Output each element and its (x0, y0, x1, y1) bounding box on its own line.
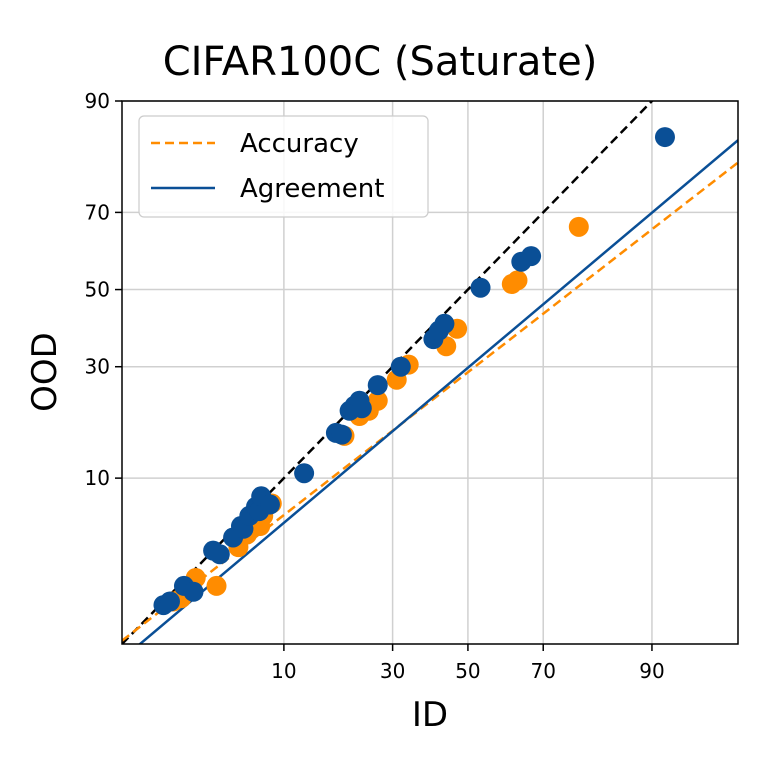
agreement-point (183, 581, 204, 602)
x-axis-label: ID (412, 695, 448, 735)
chart-title: CIFAR100C (Saturate) (163, 39, 598, 85)
agreement-point (470, 277, 491, 298)
agreement-point (390, 356, 411, 377)
x-tick-label: 70 (530, 659, 555, 683)
y-tick-label: 50 (85, 278, 110, 302)
plot-frame (121, 100, 739, 645)
x-tick-label: 90 (639, 659, 664, 683)
y-tick-label: 70 (85, 200, 110, 224)
accuracy-point (507, 270, 528, 291)
accuracy-point (568, 216, 589, 237)
agreement-point (434, 313, 455, 334)
legend-box (138, 115, 429, 218)
legend: Accuracy Agreement (138, 115, 429, 218)
agreement-point (159, 591, 180, 612)
legend-accuracy-label: Accuracy (240, 129, 359, 159)
agreement-point (259, 494, 280, 515)
agreement-point (331, 424, 352, 445)
legend-agreement-label: Agreement (240, 174, 384, 204)
agreement-point (294, 463, 315, 484)
y-tick-label: 90 (85, 89, 110, 113)
agreement-point (654, 127, 675, 148)
y-axis-label: OOD (25, 332, 65, 412)
y-tick-label: 30 (85, 355, 110, 379)
y-tick-label: 10 (85, 466, 110, 490)
accuracy-point (206, 575, 227, 596)
scatter-points (153, 127, 675, 616)
accuracy-point (367, 390, 388, 411)
agreement-fit-line (138, 139, 738, 644)
agreement-point (351, 398, 372, 419)
x-tick-label: 30 (380, 659, 405, 683)
agreement-point (521, 246, 542, 267)
agreement-point (367, 375, 388, 396)
x-tick-label: 10 (271, 659, 296, 683)
x-tick-label: 50 (455, 659, 480, 683)
agreement-point (209, 544, 230, 565)
axis-ticks: 10 30 50 70 90 10 30 50 70 90 (85, 89, 665, 683)
accuracy-fit-line (122, 161, 738, 642)
